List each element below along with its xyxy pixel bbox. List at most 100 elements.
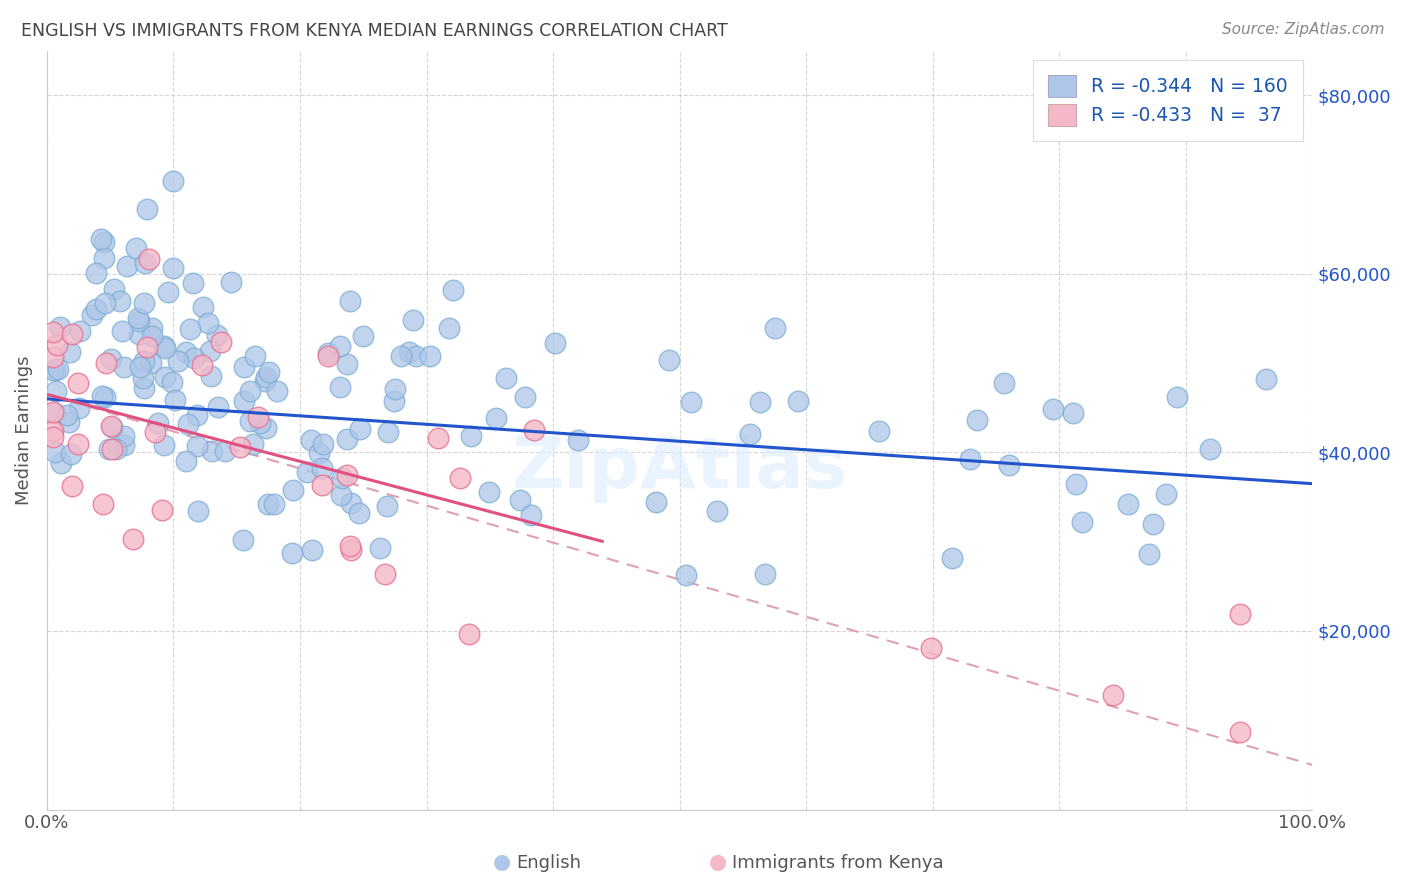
Point — [100, 442, 122, 456]
Point — [419, 349, 441, 363]
Point — [312, 437, 335, 451]
Point — [675, 568, 697, 582]
Point — [254, 370, 277, 384]
Point — [658, 353, 681, 368]
Point — [42, 430, 65, 444]
Point — [316, 346, 339, 360]
Point — [153, 341, 176, 355]
Point — [112, 359, 135, 374]
Point — [966, 412, 988, 426]
Point — [340, 542, 363, 557]
Point — [336, 357, 359, 371]
Point — [441, 283, 464, 297]
Point — [209, 334, 232, 349]
Point — [280, 546, 302, 560]
Point — [329, 488, 352, 502]
Text: English: English — [516, 855, 582, 872]
Point — [49, 320, 72, 334]
Point — [1254, 372, 1277, 386]
Point — [67, 401, 90, 415]
Point — [59, 446, 82, 460]
Point — [181, 276, 204, 290]
Text: ●: ● — [709, 853, 727, 872]
Point — [191, 358, 214, 372]
Point — [941, 551, 963, 566]
Point — [339, 496, 361, 510]
Point — [201, 444, 224, 458]
Point — [93, 235, 115, 250]
Point — [94, 356, 117, 370]
Point — [186, 439, 208, 453]
Point — [42, 405, 65, 419]
Point — [207, 400, 229, 414]
Point — [162, 261, 184, 276]
Point — [254, 420, 277, 434]
Point — [112, 438, 135, 452]
Point — [523, 423, 546, 437]
Point — [198, 343, 221, 358]
Point — [214, 444, 236, 458]
Point — [228, 440, 250, 454]
Point — [179, 321, 201, 335]
Point — [1166, 391, 1188, 405]
Point — [103, 282, 125, 296]
Point — [232, 359, 254, 374]
Point — [959, 452, 981, 467]
Point — [136, 202, 159, 217]
Point — [349, 422, 371, 436]
Point — [329, 338, 352, 352]
Point — [763, 321, 786, 335]
Point — [1042, 401, 1064, 416]
Point — [1102, 688, 1125, 702]
Point — [706, 504, 728, 518]
Point — [301, 542, 323, 557]
Legend: R = -0.344   N = 160, R = -0.433   N =  37: R = -0.344 N = 160, R = -0.433 N = 37 — [1033, 60, 1303, 141]
Point — [1154, 487, 1177, 501]
Point — [45, 384, 67, 398]
Point — [134, 296, 156, 310]
Point — [740, 426, 762, 441]
Point — [84, 266, 107, 280]
Point — [141, 329, 163, 343]
Point — [132, 354, 155, 368]
Point — [245, 349, 267, 363]
Point — [509, 492, 531, 507]
Point — [368, 541, 391, 556]
Point — [132, 371, 155, 385]
Point — [187, 504, 209, 518]
Point — [80, 308, 103, 322]
Point — [84, 302, 107, 317]
Point — [93, 497, 115, 511]
Point — [132, 381, 155, 395]
Point — [786, 394, 808, 409]
Point — [232, 533, 254, 547]
Point — [295, 465, 318, 479]
Point — [1064, 477, 1087, 491]
Point — [104, 442, 127, 456]
Point — [134, 255, 156, 269]
Text: Immigrants from Kenya: Immigrants from Kenya — [731, 855, 943, 872]
Point — [44, 445, 66, 459]
Point — [42, 325, 65, 339]
Point — [111, 324, 134, 338]
Point — [347, 506, 370, 520]
Point — [311, 477, 333, 491]
Point — [329, 380, 352, 394]
Point — [200, 368, 222, 383]
Point — [56, 408, 79, 422]
Point — [401, 312, 423, 326]
Point — [101, 420, 124, 434]
Point — [125, 241, 148, 255]
Point — [62, 479, 84, 493]
Point — [176, 417, 198, 431]
Point — [60, 327, 83, 342]
Point — [42, 425, 65, 439]
Point — [44, 405, 66, 419]
Point — [382, 394, 405, 409]
Point — [138, 252, 160, 266]
Point — [749, 395, 772, 409]
Text: ZipAtlas: ZipAtlas — [512, 434, 848, 502]
Point — [100, 352, 122, 367]
Point — [66, 436, 89, 450]
Point — [336, 467, 359, 482]
